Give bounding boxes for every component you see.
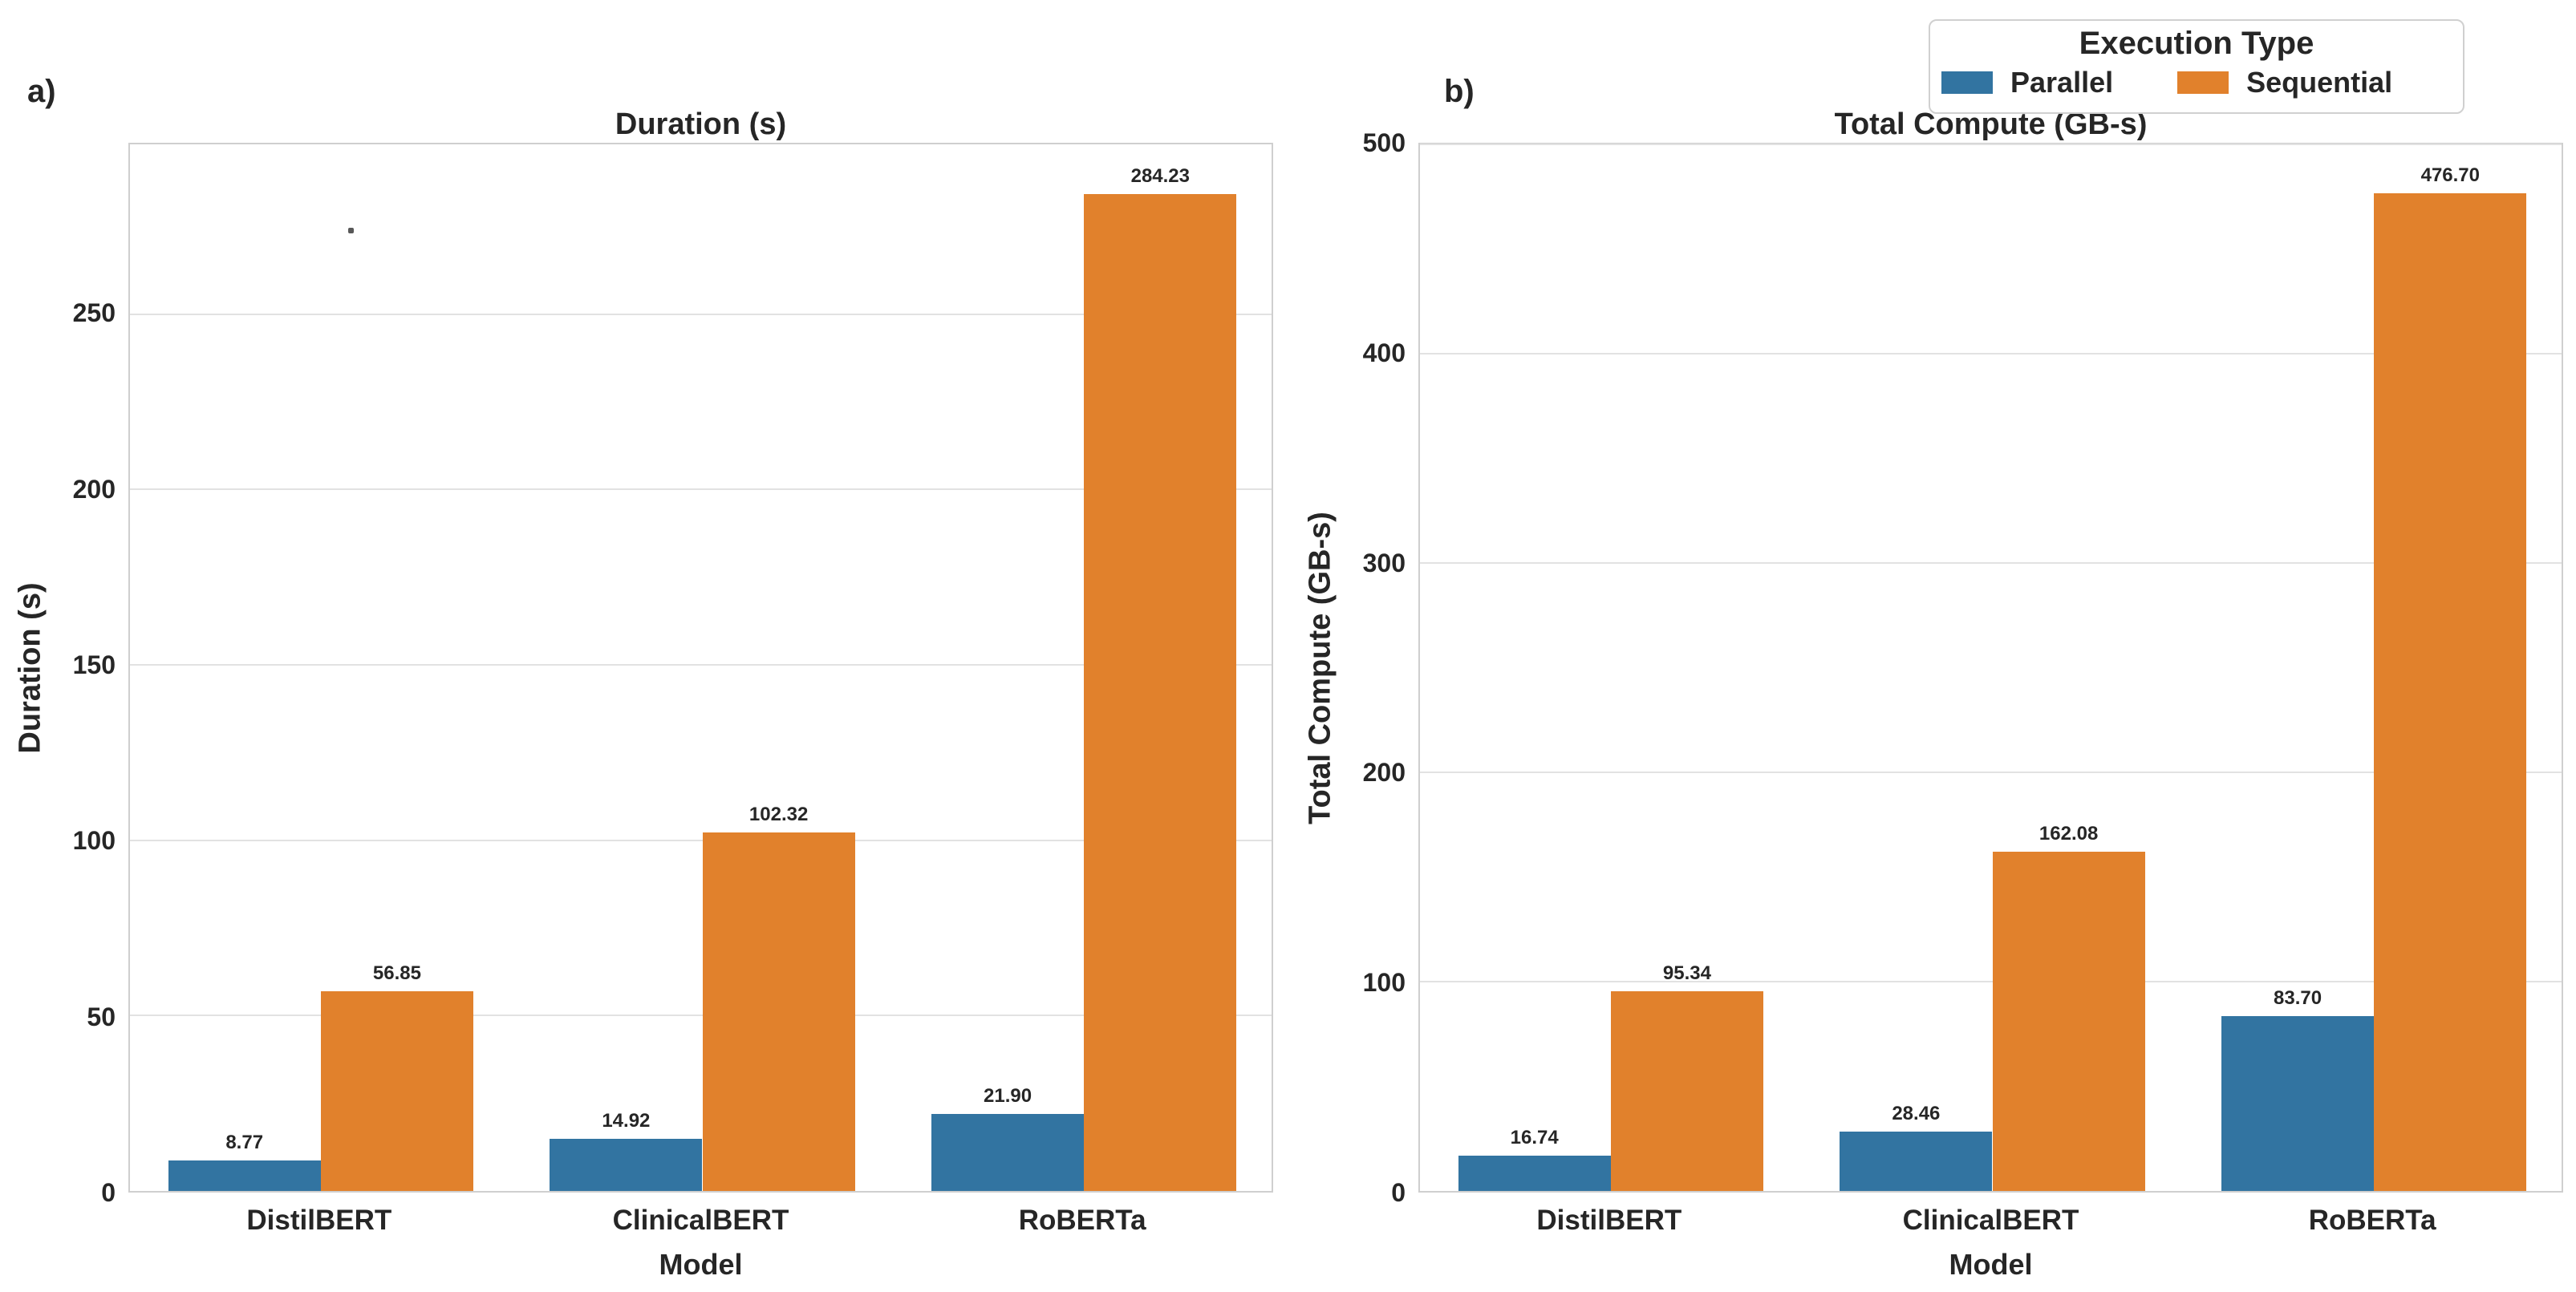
x-tick-label: ClinicalBERT [1902, 1205, 2079, 1236]
y-tick-label: 100 [1362, 968, 1406, 998]
bar-sequential [702, 832, 855, 1191]
bar-value-label: 28.46 [1892, 1102, 1941, 1124]
x-tick-label: DistilBERT [1536, 1205, 1682, 1236]
y-tick-label: 200 [72, 474, 116, 504]
y-tick-label: 500 [1362, 128, 1406, 157]
legend-item-sequential: Sequential [2177, 66, 2392, 99]
x-tick-label: DistilBERT [246, 1205, 392, 1236]
legend-swatch-parallel [1941, 71, 1993, 94]
bar-value-label: 8.77 [225, 1131, 264, 1153]
panel-label-a: a) [27, 74, 56, 109]
bar-parallel [2221, 1015, 2375, 1191]
grid-line [1420, 144, 2562, 145]
y-tick-label: 300 [1362, 548, 1406, 577]
x-axis-label-a: Model [659, 1248, 743, 1281]
bar-sequential [1610, 991, 1764, 1191]
grid-line [130, 664, 1272, 666]
bar-sequential [320, 991, 474, 1191]
grid-line [1420, 353, 2562, 354]
bar-parallel [550, 1138, 703, 1191]
bar-value-label: 21.90 [984, 1085, 1032, 1108]
bar-value-label: 16.74 [1510, 1127, 1559, 1149]
legend-swatch-sequential [2177, 71, 2229, 94]
bar-parallel [931, 1114, 1085, 1191]
grid-line [1420, 772, 2562, 773]
y-tick-label: 50 [87, 1002, 116, 1031]
grid-line [1420, 981, 2562, 982]
plot-area-a: 8.77 56.85 14.92 102.32 21.90 284.23 [128, 143, 1273, 1193]
bar-sequential [1084, 193, 1237, 1191]
grid-line [130, 488, 1272, 491]
panel-label-b: b) [1444, 74, 1475, 109]
chart-title-a: Duration (s) [615, 107, 787, 141]
legend: Execution Type Parallel Sequential [1929, 19, 2464, 114]
legend-item-label: Parallel [2010, 66, 2114, 99]
x-tick-label: ClinicalBERT [612, 1205, 789, 1236]
bar-parallel [168, 1160, 321, 1191]
legend-title: Execution Type [2079, 26, 2314, 61]
grid-line [1420, 562, 2562, 564]
bar-value-label: 95.34 [1662, 962, 1711, 985]
grid-line [130, 1015, 1272, 1017]
plot-area-b: 16.74 95.34 28.46 162.08 83.70 476.70 [1418, 143, 2563, 1193]
legend-items: Parallel Sequential [1941, 66, 2452, 99]
bar-value-label: 14.92 [602, 1109, 651, 1132]
bar-value-label: 162.08 [2038, 822, 2099, 844]
y-tick-label: 200 [1362, 758, 1406, 788]
y-tick-label: 150 [72, 650, 116, 679]
y-tick-label: 400 [1362, 338, 1406, 367]
bar-value-label: 284.23 [1130, 164, 1190, 187]
y-tick-label: 100 [72, 826, 116, 856]
x-axis-label-b: Model [1949, 1248, 2033, 1281]
x-tick-label: RoBERTa [2308, 1205, 2436, 1236]
bar-value-label: 83.70 [2274, 986, 2322, 1009]
bar-sequential [1992, 851, 2145, 1191]
bar-value-label: 56.85 [372, 962, 421, 985]
legend-item-parallel: Parallel [1941, 66, 2113, 99]
bar-value-label: 476.70 [2420, 164, 2480, 186]
stray-dot-artifact [348, 228, 354, 233]
grid-line [130, 313, 1272, 315]
bar-sequential [2374, 192, 2527, 1191]
grid-line [130, 839, 1272, 841]
bar-value-label: 102.32 [748, 803, 809, 825]
legend-item-label: Sequential [2246, 66, 2393, 99]
bar-parallel [1840, 1131, 1993, 1191]
x-tick-label: RoBERTa [1018, 1205, 1146, 1236]
y-tick-label: 0 [101, 1178, 116, 1207]
y-tick-label: 250 [72, 298, 116, 328]
bar-parallel [1458, 1156, 1611, 1191]
y-tick-label: 0 [1391, 1178, 1406, 1207]
